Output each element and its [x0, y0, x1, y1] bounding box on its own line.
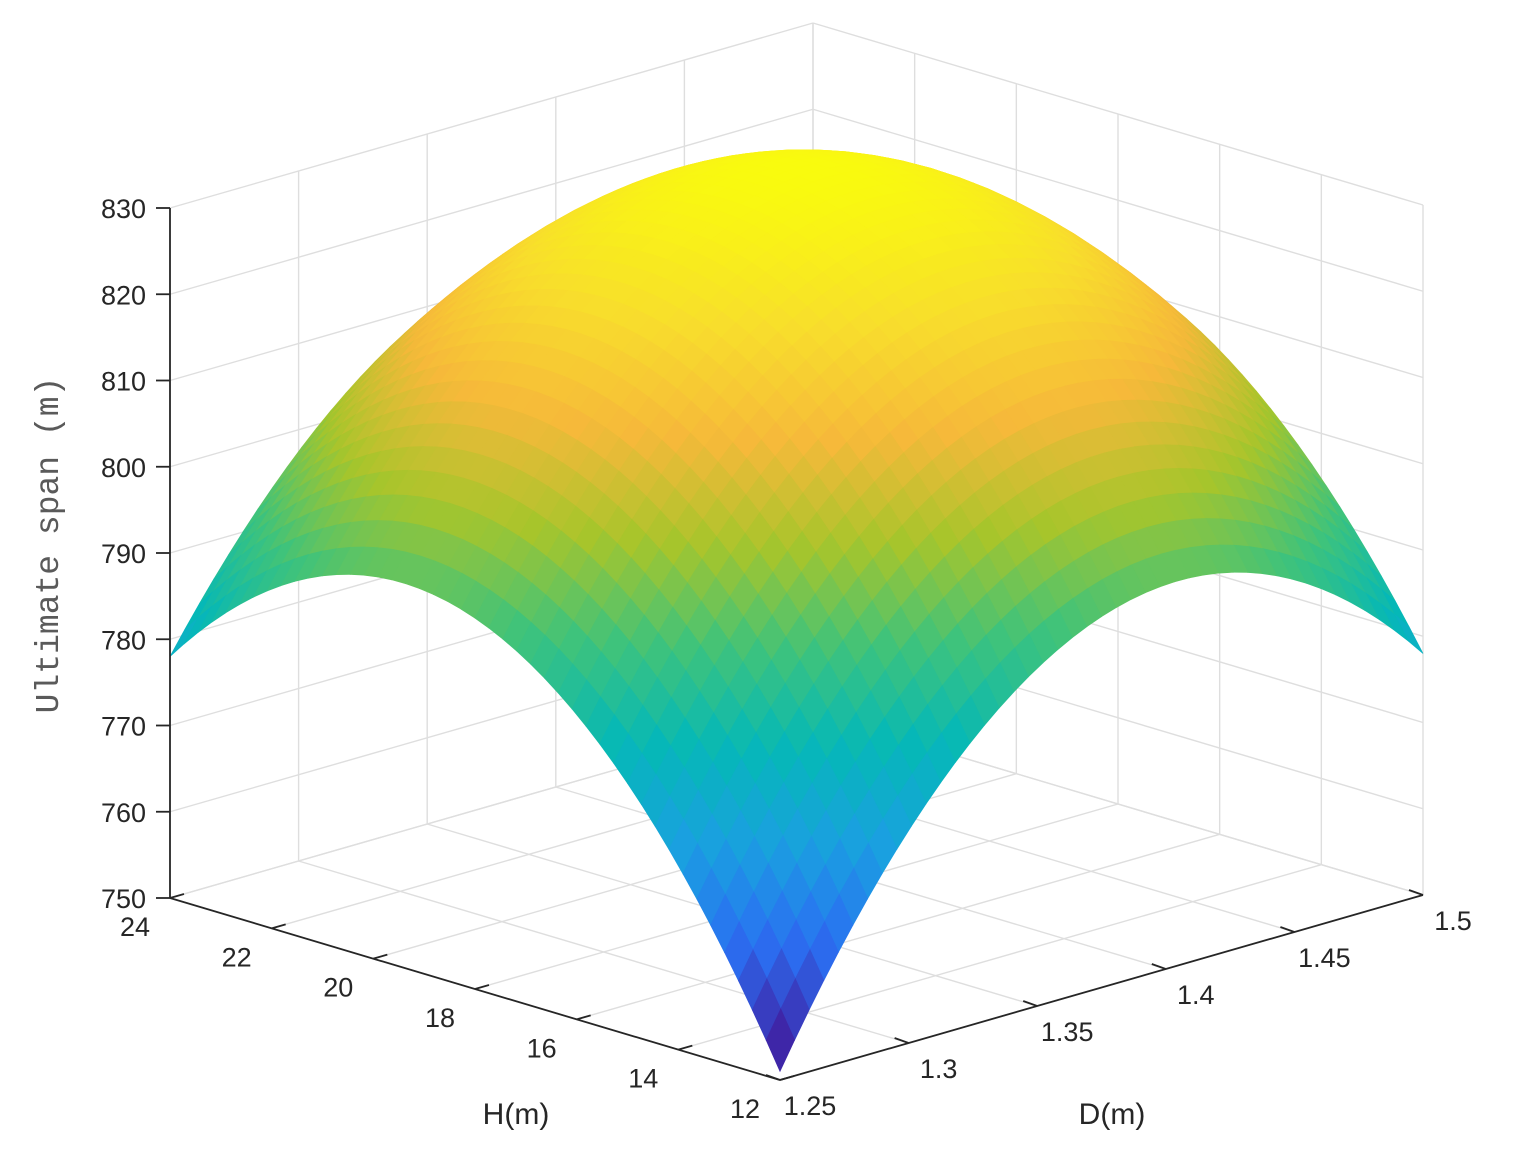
- x-tick-label: 1.3: [920, 1054, 958, 1084]
- y-tick-label: 20: [323, 973, 353, 1003]
- z-tick-label: 770: [101, 712, 146, 742]
- z-tick-label: 820: [101, 280, 146, 310]
- y-tick-label: 14: [628, 1064, 658, 1094]
- y-tick: [169, 893, 185, 899]
- x-tick: [894, 1037, 909, 1044]
- z-tick-label: 810: [101, 367, 146, 397]
- z-tick-label: 750: [101, 884, 146, 914]
- y-tick: [474, 984, 490, 990]
- x-tick-label: 1.4: [1177, 980, 1215, 1010]
- x-tick-label: 1.25: [784, 1091, 837, 1121]
- y-tick-label: 22: [222, 942, 252, 972]
- z-tick-label: 760: [101, 798, 146, 828]
- x-tick: [1280, 926, 1295, 933]
- floor-gridline-y: [576, 833, 1220, 1021]
- x-axis-line: [779, 894, 1424, 1081]
- z-tick-label: 800: [101, 453, 146, 483]
- surface-layer: [169, 149, 1424, 1073]
- y-tick: [271, 923, 286, 930]
- y-tick: [678, 1044, 693, 1051]
- x-axis-label: D(m): [1079, 1098, 1146, 1131]
- x-tick-label: 1.45: [1298, 943, 1351, 973]
- y-tick-label: 12: [730, 1094, 760, 1124]
- y-tick: [779, 1075, 795, 1081]
- x-tick: [1022, 1000, 1038, 1007]
- z-tick-label: 830: [101, 194, 146, 224]
- backwall-gridline-z: [169, 22, 814, 209]
- y-tick-label: 16: [527, 1033, 557, 1063]
- sidewall-gridline-z: [812, 108, 1424, 292]
- x-tick-label: 1.35: [1041, 1017, 1094, 1047]
- y-axis-label: H(m): [483, 1098, 550, 1131]
- y-tick-label: 24: [120, 912, 150, 942]
- surface-patch: [169, 617, 199, 657]
- surface-patch: [765, 1008, 795, 1073]
- backwall-gridline-z: [169, 108, 814, 295]
- x-tick-label: 1.5: [1434, 906, 1472, 936]
- axis-layer: 750 760 770 780 790 800 810 820 830 1.25 1.3 1.35 1.…: [101, 194, 1472, 1124]
- z-tick-label: 790: [101, 539, 146, 569]
- y-tick: [576, 1014, 591, 1021]
- y-tick: [373, 953, 388, 960]
- y-tick-label: 18: [425, 1003, 455, 1033]
- x-tick: [1408, 889, 1424, 896]
- z-axis-label: Ultimate span (m): [31, 377, 68, 714]
- x-tick: [765, 1074, 781, 1081]
- x-tick: [1151, 963, 1167, 970]
- sidewall-gridline-z: [812, 22, 1424, 206]
- z-tick-label: 780: [101, 625, 146, 655]
